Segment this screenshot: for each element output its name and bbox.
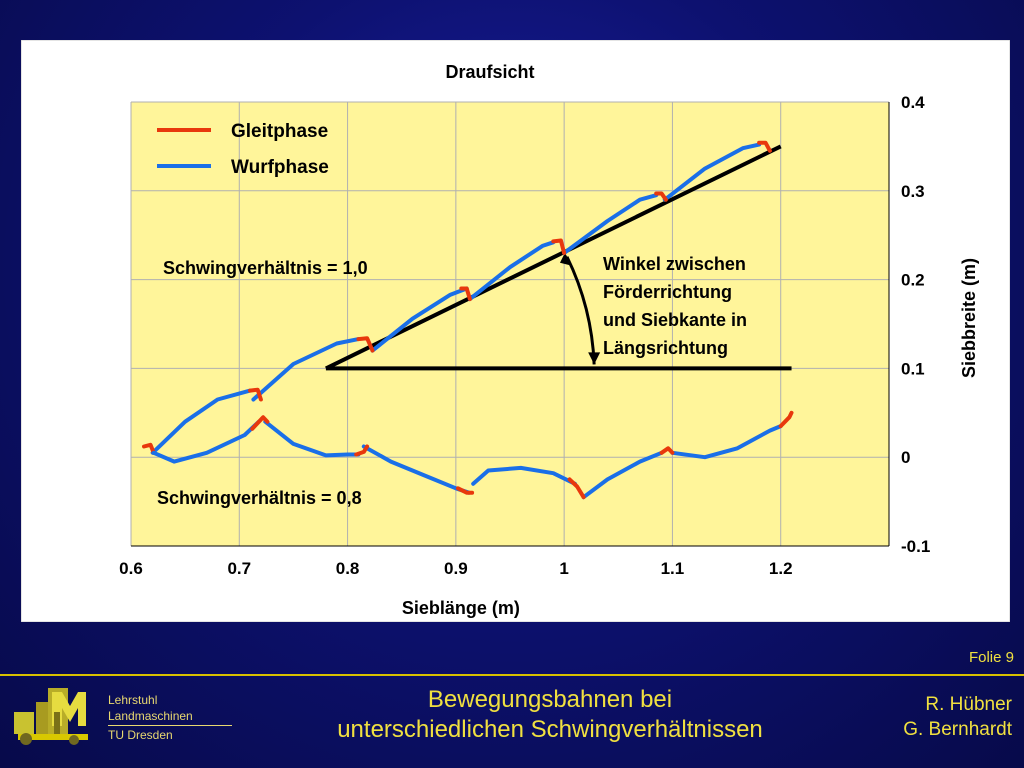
- chair-info: Lehrstuhl Landmaschinen TU Dresden: [108, 692, 232, 743]
- annotation-angle-line: Längsrichtung: [603, 338, 728, 358]
- chart-panel: 0.6 0.7 0.8 0.9 1 1.1 1.2 -0.1 0 0.1 0.2 0.3 0.4 Drau…: [21, 40, 1010, 622]
- annotation-angle-line: und Siebkante in: [603, 310, 747, 330]
- wurfphase-segment: [370, 286, 469, 353]
- conveying-direction-line: [325, 144, 782, 371]
- y-tick-label: 0.4: [901, 93, 925, 112]
- gleitphase-segment: [459, 286, 472, 302]
- authors: R. Hübner G. Bernhardt: [903, 692, 1012, 742]
- angle-arrowhead-bottom: [588, 352, 601, 365]
- y-tick-label: 0.3: [901, 182, 925, 201]
- x-tick-label: 0.6: [119, 559, 143, 578]
- tu-logo-icon: [14, 684, 106, 746]
- x-tick-label: 0.7: [227, 559, 251, 578]
- wurfphase-segment: [263, 419, 361, 458]
- y-tick-label: 0.1: [901, 359, 925, 378]
- x-tick-label: 0.9: [444, 559, 468, 578]
- footer-divider: [0, 674, 1024, 676]
- grid-layer: [21, 40, 1010, 622]
- wurfphase-segment: [581, 450, 664, 500]
- slide-title-line-1: Bewegungsbahnen bei: [427, 686, 673, 713]
- series-layer: [142, 140, 794, 500]
- x-tick-label: 1.2: [769, 559, 793, 578]
- annotation-angle-line: Förderrichtung: [603, 282, 732, 302]
- plot-area: [131, 102, 889, 546]
- chair-divider: [108, 725, 232, 726]
- gleitphase-segment: [654, 191, 668, 202]
- gleitphase-segment: [356, 336, 375, 353]
- legend-label: Gleitphase: [231, 121, 328, 142]
- gleitphase-segment: [354, 444, 370, 457]
- annotation-angle-line: Winkel zwischen: [603, 254, 746, 274]
- slide-title: Bewegungsbahnen bei unterschiedlichen Sc…: [270, 685, 830, 745]
- axis-layer: [131, 102, 890, 547]
- wurfphase-segment: [151, 419, 261, 464]
- y-tick-label: -0.1: [901, 537, 930, 556]
- x-tick-label: 1.1: [661, 559, 685, 578]
- gleitphase-segment: [248, 387, 263, 402]
- gleitphase-segment: [551, 238, 567, 255]
- chart-svg: 0.6 0.7 0.8 0.9 1 1.1 1.2 -0.1 0 0.1 0.2 0.3 0.4 Drau…: [21, 40, 1010, 622]
- gleitphase-segment: [659, 446, 675, 455]
- wurfphase-segment: [150, 388, 253, 455]
- angle-arrowhead-top: [559, 252, 572, 266]
- gleitphase-segment: [567, 477, 586, 500]
- author-2: G. Bernhardt: [903, 719, 1012, 740]
- gleitphase-segment: [456, 486, 475, 495]
- y-tick-label: 0: [901, 448, 910, 467]
- chair-line-3: TU Dresden: [108, 728, 173, 742]
- chair-line-1: Lehrstuhl: [108, 693, 158, 707]
- legend-label: Wurfphase: [231, 157, 329, 178]
- annotation-ratio-lower: Schwingverhältnis = 0,8: [157, 488, 362, 508]
- chart-title: Draufsicht: [445, 62, 534, 82]
- y-axis-label: Siebbreite (m): [959, 258, 979, 378]
- annotation-ratio-upper: Schwingverhältnis = 1,0: [163, 258, 368, 278]
- wurfphase-segment: [471, 465, 577, 486]
- gleitphase-segment: [142, 442, 156, 455]
- gleitphase-segment: [250, 415, 270, 431]
- x-tick-label: 1: [559, 559, 568, 578]
- wurfphase-segment: [467, 240, 556, 302]
- wurfphase-segment: [251, 337, 361, 402]
- gleitphase-segment: [757, 140, 772, 153]
- wurfphase-segment: [562, 193, 659, 255]
- y-tick-label: 0.2: [901, 271, 925, 290]
- author-1: R. Hübner: [925, 694, 1012, 715]
- x-axis-label: Sieblänge (m): [402, 598, 520, 618]
- reference-lines: [325, 144, 792, 371]
- slide-title-line-2: unterschiedlichen Schwingverhältnissen: [337, 716, 763, 743]
- gleitphase-segment: [778, 410, 794, 429]
- wurfphase-segment: [662, 142, 762, 202]
- wurfphase-segment: [670, 424, 783, 460]
- slide-number: Folie 9: [968, 649, 1014, 666]
- text-layer: 0.6 0.7 0.8 0.9 1 1.1 1.2 -0.1 0 0.1 0.2 0.3 0.4 Drau…: [119, 62, 979, 618]
- chair-line-2: Landmaschinen: [108, 709, 193, 723]
- x-tick-label: 0.8: [336, 559, 360, 578]
